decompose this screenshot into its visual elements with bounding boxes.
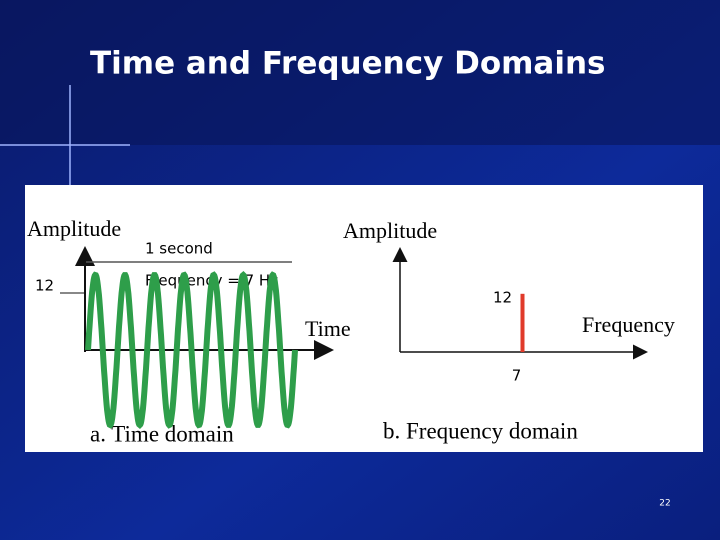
annotation: 1 second xyxy=(145,240,213,258)
caption: a. Time domain xyxy=(90,421,234,446)
x-value-label: 7 xyxy=(512,367,522,385)
page-number: 22 xyxy=(659,499,670,509)
header-band xyxy=(0,0,720,145)
y-tick-label: 12 xyxy=(35,277,54,295)
x-axis-label: Frequency xyxy=(582,312,675,337)
value-label: 12 xyxy=(493,288,512,306)
slide-title: Time and Frequency Domains xyxy=(90,46,606,82)
x-axis-label: Time xyxy=(305,316,351,341)
wave xyxy=(85,270,298,430)
y-axis-label: Amplitude xyxy=(343,218,437,243)
caption: b. Frequency domain xyxy=(383,418,578,443)
y-axis-label: Amplitude xyxy=(27,216,121,241)
